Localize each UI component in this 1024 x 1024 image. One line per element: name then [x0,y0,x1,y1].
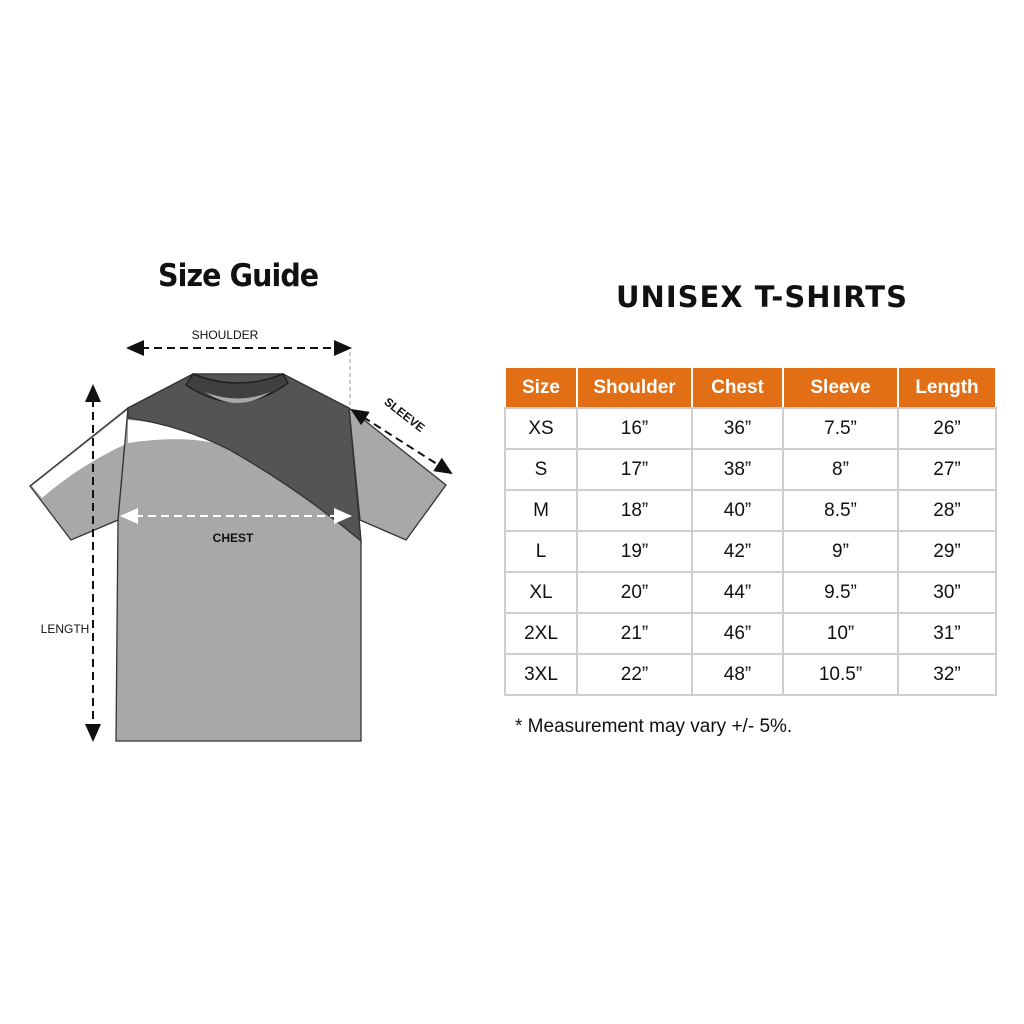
table-cell: 7.5” [782,407,899,450]
sleeve-label: SLEEVE [381,395,427,435]
table-cell: 26” [897,407,997,450]
table-row: S 17” 38” 8” 27” [504,448,997,491]
table-cell: 44” [691,571,784,614]
table-row: L 19” 42” 9” 29” [504,530,997,573]
dark-panel [127,373,362,543]
table-cell: S [504,448,578,491]
table-cell: 3XL [504,653,578,696]
column-header: Length [897,366,997,409]
right-sleeve [348,406,447,541]
column-header: Sleeve [782,366,899,409]
table-cell: 36” [691,407,784,450]
table-row: XS 16” 36” 7.5” 26” [504,407,997,450]
table-cell: 22” [576,653,693,696]
table-cell: 17” [576,448,693,491]
table-cell: 31” [897,612,997,655]
table-cell: 10.5” [782,653,899,696]
table-cell: 10” [782,612,899,655]
column-header: Shoulder [576,366,693,409]
table-row: XL 20” 44” 9.5” 30” [504,571,997,614]
size-table: Size Shoulder Chest Sleeve Length XS 16” 36” 7.… [504,366,997,696]
table-row: 3XL 22” 48” 10.5” 32” [504,653,997,696]
table-cell: 20” [576,571,693,614]
table-cell: 8.5” [782,489,899,532]
table-cell: M [504,489,578,532]
sleeve-arrow [350,408,453,475]
table-row: M 18” 40” 8.5” 28” [504,489,997,532]
measurement-note: * Measurement may vary +/- 5%. [515,716,793,737]
table-cell: 30” [897,571,997,614]
column-header: Chest [691,366,784,409]
table-title: UNISEX T-SHIRTS [616,280,908,314]
table-cell: 18” [576,489,693,532]
size-guide-title: Size Guide [158,258,319,294]
table-cell: 21” [576,612,693,655]
table-cell: XS [504,407,578,450]
table-cell: 38” [691,448,784,491]
shoulder-label: SHOULDER [192,328,259,342]
table-cell: 48” [691,653,784,696]
table-cell: 28” [897,489,997,532]
length-label: LENGTH [41,622,90,636]
table-cell: L [504,530,578,573]
table-cell: 9.5” [782,571,899,614]
table-cell: 40” [691,489,784,532]
column-header: Size [504,366,578,409]
table-cell: 8” [782,448,899,491]
table-cell: 42” [691,530,784,573]
table-cell: 29” [897,530,997,573]
table-cell: 32” [897,653,997,696]
table-row: 2XL 21” 46” 10” 31” [504,612,997,655]
table-cell: 19” [576,530,693,573]
table-cell: XL [504,571,578,614]
table-cell: 9” [782,530,899,573]
table-cell: 27” [897,448,997,491]
table-cell: 46” [691,612,784,655]
table-cell: 16” [576,407,693,450]
table-cell: 2XL [504,612,578,655]
chest-label: CHEST [213,531,254,545]
